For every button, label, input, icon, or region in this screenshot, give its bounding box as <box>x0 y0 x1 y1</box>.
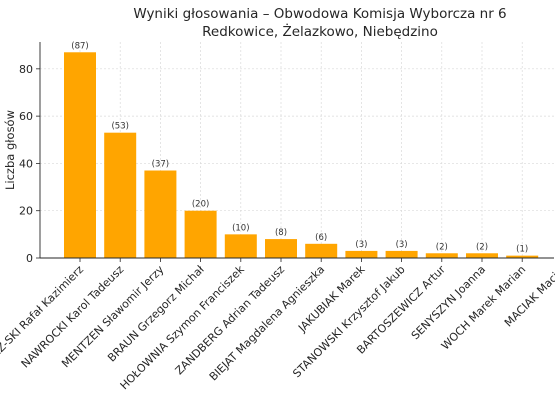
bar <box>345 250 378 258</box>
data-label: (6) <box>315 233 327 243</box>
data-label: (53) <box>111 122 128 132</box>
chart-title-line-1: Wyniki głosowania – Obwodowa Komisja Wyb… <box>133 6 506 22</box>
data-label: (20) <box>192 200 209 210</box>
bars <box>64 52 539 259</box>
x-tick-label: BOCHNIARZ-SKI Rafał Kazimierz <box>0 263 86 397</box>
bar <box>64 52 96 259</box>
bar <box>506 255 539 258</box>
bar <box>224 234 257 258</box>
y-tick-label: 20 <box>19 205 33 218</box>
data-label: (37) <box>152 160 169 170</box>
data-label: (2) <box>476 242 488 252</box>
y-tick-label: 40 <box>19 157 33 170</box>
bar <box>385 250 418 258</box>
y-tick-label: 80 <box>19 63 33 76</box>
bar <box>184 210 217 258</box>
y-tick-labels: 0 20 40 60 80 <box>19 63 33 265</box>
bar <box>265 239 297 258</box>
bar <box>425 253 458 258</box>
data-label: (10) <box>232 223 249 233</box>
x-tick-label: JAKUBIAK Marek <box>295 262 368 335</box>
bar <box>305 243 338 258</box>
data-label: (1) <box>516 245 528 255</box>
bar <box>104 132 137 258</box>
y-tick-label: 0 <box>26 252 33 265</box>
data-labels: (87) (53) (37) (20) (10) (8) (6) (3) (3) (2) (2) (1… <box>71 41 528 254</box>
data-label: (3) <box>355 240 367 250</box>
chart-title-line-2: Redkowice, Żelazkowo, Niebędzino <box>202 22 438 40</box>
bar <box>466 253 498 258</box>
y-axis-label: Liczba głosów <box>3 110 17 190</box>
y-tick-label: 60 <box>19 110 33 123</box>
bar <box>144 170 177 258</box>
data-label: (3) <box>396 240 408 250</box>
data-label: (8) <box>275 228 287 238</box>
x-tick-label: SENYSZYN Joanna <box>409 263 488 342</box>
data-label: (87) <box>71 41 88 51</box>
data-label: (2) <box>436 242 448 252</box>
